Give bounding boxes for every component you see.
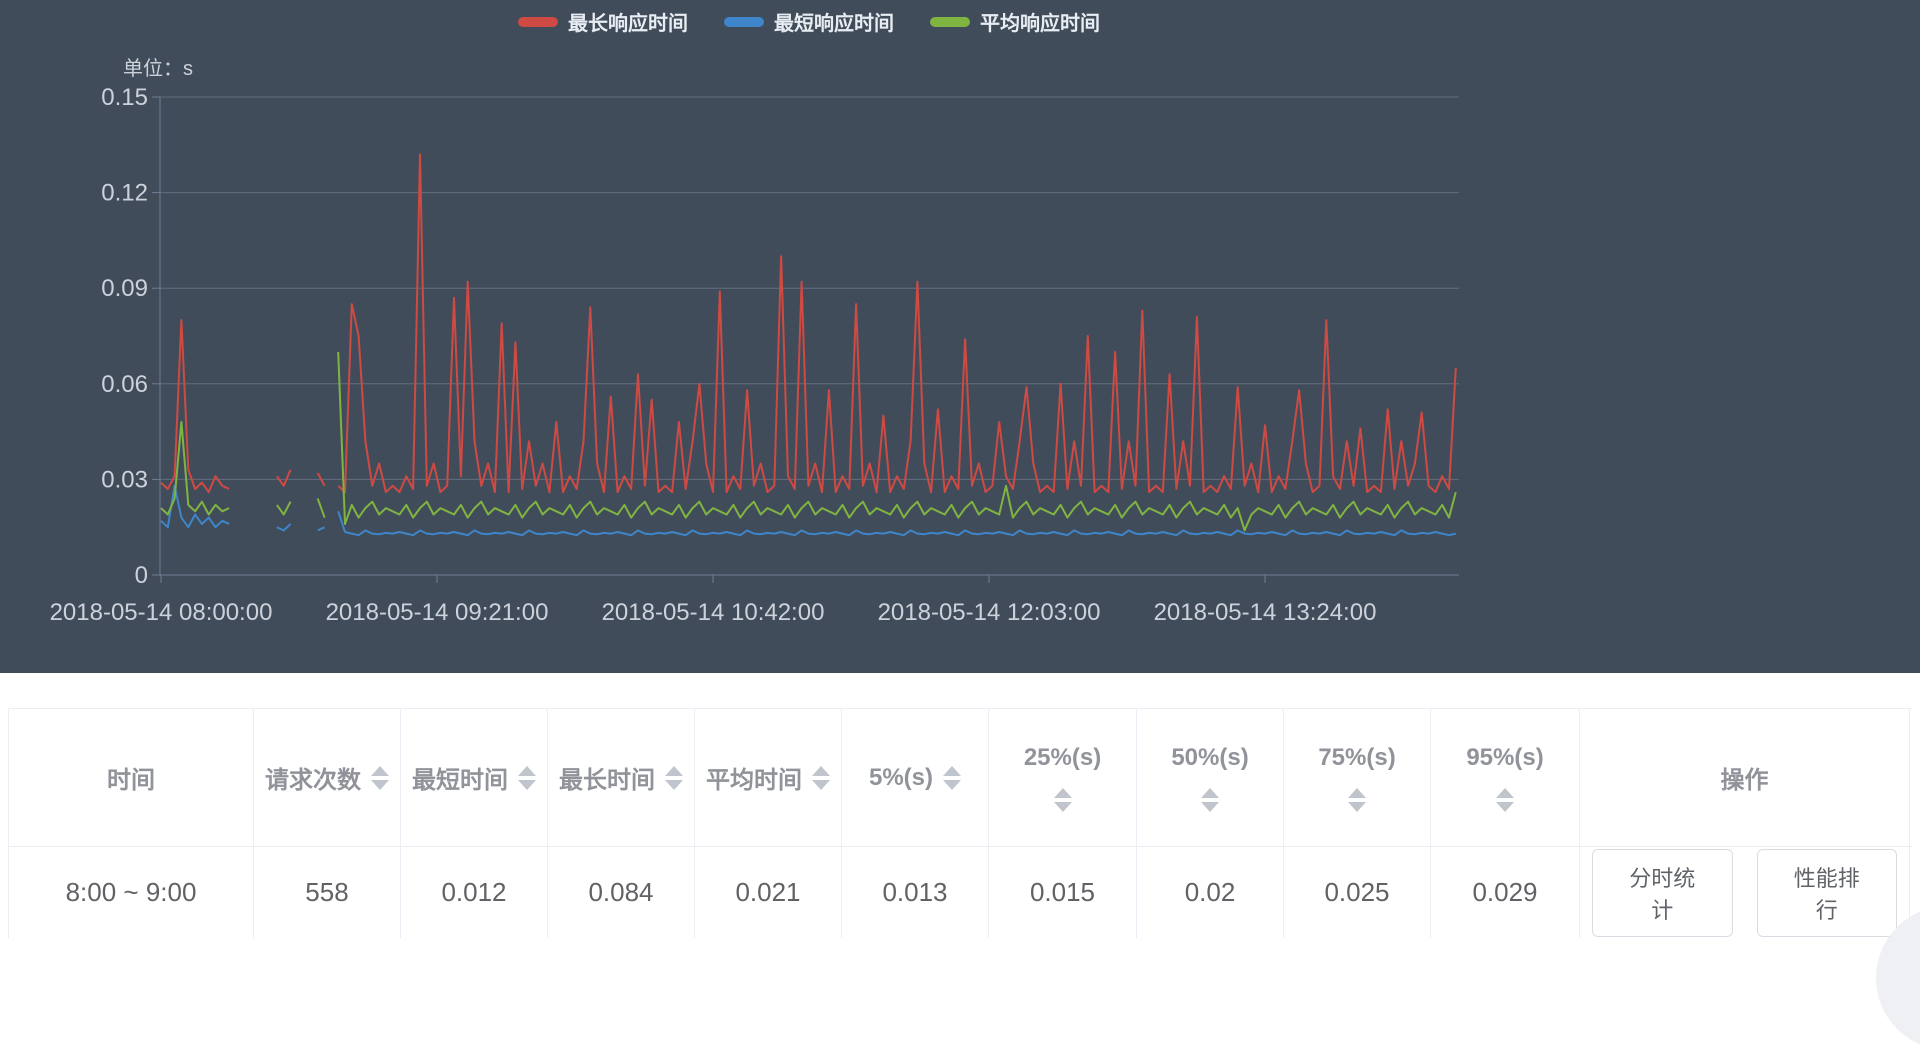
series-line [160,484,1457,537]
sort-descending-icon[interactable] [943,779,962,790]
sort-caret[interactable] [1053,787,1072,812]
sort-descending-icon[interactable] [1348,801,1366,812]
sort-descending-icon[interactable] [1496,801,1514,812]
column-header-8[interactable]: 75%(s) [1284,709,1431,846]
table-cell: 0.015 [989,847,1137,938]
sort-ascending-icon[interactable] [943,765,962,776]
x-axis-tick-label: 2018-05-14 13:24:00 [1154,599,1377,626]
legend-swatch-icon [724,16,764,27]
sort-caret[interactable] [371,765,389,790]
sort-caret[interactable] [1348,787,1366,812]
legend-swatch-icon [930,16,970,27]
table-cell: 8:00 ~ 9:00 [8,847,254,938]
legend-item-1[interactable]: 最短响应时间 [724,7,894,36]
response-time-line-chart[interactable]: 0 0.03 0.06 0.09 0.12 0.15 2018-05-14 08:00:00… [0,0,1920,673]
column-header-2[interactable]: 最短时间 [401,709,548,846]
table-header-row: 时间 请求次数 最短时间 最长时间 平均时间 5%(s) 25%(s) 50%(s) 75%(s… [8,709,1912,847]
table-cell: 0.013 [842,847,989,938]
table-cell: 0.025 [1284,847,1431,938]
sort-descending-icon[interactable] [812,779,830,790]
column-header-0: 时间 [8,709,254,846]
column-header-label: 75%(s) [1318,743,1396,771]
column-header-label: 请求次数 [265,767,361,794]
column-header-label: 5%(s) [868,763,934,791]
sort-caret[interactable] [518,765,536,790]
sort-caret[interactable] [943,765,962,790]
sort-ascending-icon[interactable] [812,765,830,776]
sort-descending-icon[interactable] [665,779,683,790]
table-cell: 0.021 [695,847,842,938]
sort-descending-icon[interactable] [1201,801,1219,812]
sort-ascending-icon[interactable] [1053,787,1072,798]
x-axis-tick-label: 2018-05-14 12:03:00 [878,599,1101,626]
x-axis-tick-label: 2018-05-14 10:42:00 [602,599,825,626]
column-header-1[interactable]: 请求次数 [254,709,401,846]
actions-cell: 分时统计 性能排行 [1580,847,1910,938]
sort-ascending-icon[interactable] [371,765,389,776]
chart-legend: 最长响应时间 最短响应时间 平均响应时间 [0,7,1618,36]
table-cell: 0.02 [1137,847,1284,938]
column-header-label: 平均时间 [706,767,802,794]
sort-caret[interactable] [1201,787,1219,812]
x-axis-tick-label: 2018-05-14 08:00:00 [50,599,273,626]
sort-caret[interactable] [1496,787,1514,812]
series-line [160,351,1457,532]
column-header-3[interactable]: 最长时间 [548,709,695,846]
column-header-label: 最长时间 [559,767,655,794]
column-header-label: 时间 [107,767,155,794]
y-axis-unit-label: 单位：s [123,58,193,80]
sort-caret[interactable] [812,765,830,790]
column-header-9[interactable]: 95%(s) [1431,709,1580,846]
sort-ascending-icon[interactable] [665,765,683,776]
y-axis-tick-label: 0.06 [101,371,148,398]
hourly-stats-table: 时间 请求次数 最短时间 最长时间 平均时间 5%(s) 25%(s) 50%(s) 75%(s… [8,708,1912,938]
sort-descending-icon[interactable] [371,779,389,790]
y-axis-tick-label: 0.15 [101,84,148,111]
legend-label: 最短响应时间 [774,13,894,35]
column-header-label: 95%(s) [1466,743,1544,771]
legend-label: 平均响应时间 [980,13,1100,35]
y-axis-tick-label: 0.12 [101,180,148,207]
performance-ranking-button[interactable]: 性能排行 [1756,848,1897,937]
column-header-label: 50%(s) [1171,743,1249,771]
sort-descending-icon[interactable] [518,779,536,790]
y-axis-tick-label: 0.03 [101,466,148,493]
sort-caret[interactable] [665,765,683,790]
y-axis-tick-label: 0 [135,562,148,589]
table-cell: 558 [254,847,401,938]
table-cell: 0.084 [548,847,695,938]
x-axis-tick-label: 2018-05-14 09:21:00 [326,599,549,626]
column-header-6[interactable]: 25%(s) [989,709,1137,846]
column-header-5[interactable]: 5%(s) [842,709,989,846]
sort-ascending-icon[interactable] [518,765,536,776]
series-line [160,153,1457,494]
sort-ascending-icon[interactable] [1348,787,1366,798]
column-header-label: 25%(s) [1023,743,1102,771]
legend-item-2[interactable]: 平均响应时间 [930,7,1100,36]
y-axis-tick-label: 0.09 [101,275,148,302]
legend-label: 最长响应时间 [568,13,688,35]
column-header-label: 最短时间 [412,767,508,794]
legend-swatch-icon [518,16,558,27]
column-header-10: 操作 [1580,709,1910,846]
response-time-chart-panel: 最长响应时间 最短响应时间 平均响应时间 单位：s 0 0.03 0.06 0.09 0.1… [0,0,1920,673]
table-cell: 0.029 [1431,847,1580,938]
sort-descending-icon[interactable] [1053,801,1072,812]
legend-item-0[interactable]: 最长响应时间 [518,7,688,36]
table-cell: 0.012 [401,847,548,938]
table-row: 8:00 ~ 9:00 558 0.012 0.084 0.021 0.013 0.015 0… [8,847,1912,938]
sort-ascending-icon[interactable] [1496,787,1514,798]
sort-ascending-icon[interactable] [1201,787,1219,798]
hourly-stats-button[interactable]: 分时统计 [1592,848,1733,937]
column-header-label: 操作 [1720,767,1769,794]
column-header-4[interactable]: 平均时间 [695,709,842,846]
column-header-7[interactable]: 50%(s) [1137,709,1284,846]
